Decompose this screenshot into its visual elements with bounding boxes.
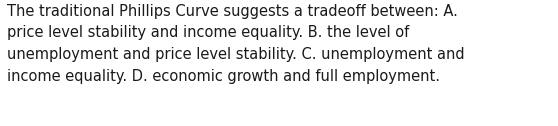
Text: The traditional Phillips Curve suggests a tradeoff between: A.
price level stabi: The traditional Phillips Curve suggests … xyxy=(7,4,465,84)
